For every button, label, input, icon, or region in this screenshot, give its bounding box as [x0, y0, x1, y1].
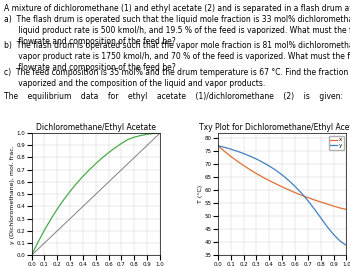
Legend: x, y: x, y: [329, 136, 344, 150]
x: [248, 168, 252, 171]
y: [293, 185, 297, 188]
y: [338, 239, 342, 243]
y: [306, 199, 310, 202]
y: [235, 150, 239, 153]
x: [299, 194, 303, 197]
Text: c)  The feed composition is 35 mol% and the drum temperature is 67 °C. Find the : c) The feed composition is 35 mol% and t…: [4, 68, 350, 88]
y: [312, 207, 316, 211]
y: [267, 164, 272, 168]
x: [254, 172, 259, 175]
x: [325, 202, 329, 206]
x: [235, 160, 239, 163]
x: [229, 155, 233, 158]
x: [280, 185, 284, 189]
y: [254, 157, 259, 161]
x: [287, 188, 291, 191]
x: [331, 205, 336, 208]
y: [229, 148, 233, 151]
y: [331, 233, 336, 236]
Line: y: y: [218, 146, 346, 246]
y: [299, 192, 303, 195]
y: [216, 144, 220, 147]
y: [222, 146, 226, 149]
x: [222, 150, 226, 153]
x: [306, 196, 310, 199]
y: [261, 161, 265, 164]
y: [344, 244, 349, 247]
Text: a)  The flash drum is operated such that the liquid mole fraction is 33 mol% dic: a) The flash drum is operated such that …: [4, 15, 350, 46]
x: [261, 176, 265, 179]
x: [267, 179, 272, 182]
y: [248, 155, 252, 158]
Y-axis label: T (°C): T (°C): [198, 185, 203, 203]
Text: The    equilibrium    data    for    ethyl    acetate    (1)/dichloromethane    : The equilibrium data for ethyl acetate (…: [4, 92, 343, 101]
x: [274, 182, 278, 185]
y: [280, 173, 284, 177]
x: [312, 198, 316, 202]
y: [241, 152, 246, 155]
x: [338, 206, 342, 210]
Title: Dichloromethane/Ethyl Acetate: Dichloromethane/Ethyl Acetate: [36, 123, 156, 132]
x: [319, 200, 323, 203]
Text: A mixture of dichloromethane (1) and ethyl acetate (2) and is separated in a fla: A mixture of dichloromethane (1) and eth…: [4, 4, 350, 13]
y: [319, 216, 323, 219]
Title: Txy Plot for Dichloromethane/Ethyl Acetate: Txy Plot for Dichloromethane/Ethyl Aceta…: [199, 123, 350, 132]
x: [241, 164, 246, 167]
Y-axis label: y (Dichloromethane), mol. frac.: y (Dichloromethane), mol. frac.: [10, 145, 15, 244]
y: [325, 225, 329, 228]
y: [287, 179, 291, 182]
Text: b)  The flash drum is operated such that the vapor mole fraction is 81 mol% dich: b) The flash drum is operated such that …: [4, 41, 350, 72]
y: [274, 169, 278, 172]
x: [216, 144, 220, 147]
x: [344, 208, 349, 211]
Line: x: x: [218, 146, 346, 210]
x: [293, 191, 297, 194]
